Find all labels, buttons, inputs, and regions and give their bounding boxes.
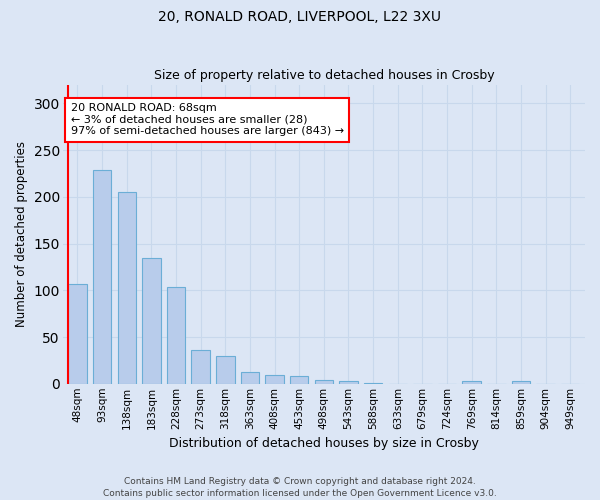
Bar [142, 258, 161, 384]
Bar [191, 350, 210, 384]
Bar [463, 381, 481, 384]
Bar [512, 381, 530, 384]
Bar [241, 372, 259, 384]
X-axis label: Distribution of detached houses by size in Crosby: Distribution of detached houses by size … [169, 437, 479, 450]
Bar [118, 192, 136, 384]
Bar [364, 383, 382, 384]
Bar [290, 376, 308, 384]
Bar [167, 286, 185, 384]
Bar [93, 170, 112, 384]
Bar [68, 284, 87, 384]
Bar [216, 356, 235, 384]
Y-axis label: Number of detached properties: Number of detached properties [15, 141, 28, 327]
Bar [314, 380, 333, 384]
Bar [265, 376, 284, 384]
Text: Contains HM Land Registry data © Crown copyright and database right 2024.
Contai: Contains HM Land Registry data © Crown c… [103, 476, 497, 498]
Text: 20 RONALD ROAD: 68sqm
← 3% of detached houses are smaller (28)
97% of semi-detac: 20 RONALD ROAD: 68sqm ← 3% of detached h… [71, 104, 344, 136]
Bar [339, 381, 358, 384]
Text: 20, RONALD ROAD, LIVERPOOL, L22 3XU: 20, RONALD ROAD, LIVERPOOL, L22 3XU [158, 10, 442, 24]
Title: Size of property relative to detached houses in Crosby: Size of property relative to detached ho… [154, 69, 494, 82]
